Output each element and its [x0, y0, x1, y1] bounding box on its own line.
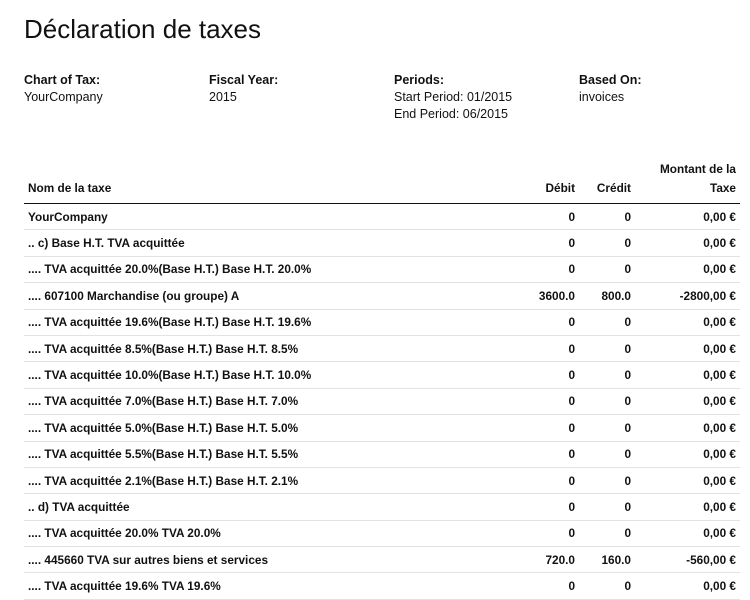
cell-debit: 0 [515, 229, 579, 257]
cell-tax-name: .... TVA acquittée 2.1%(Base H.T.) Base … [24, 467, 515, 495]
cell-tax-name: .... 445660 TVA sur autres biens et serv… [24, 546, 515, 574]
cell-debit: 3600.0 [515, 282, 579, 310]
cell-amount: 0,00 € [635, 256, 740, 284]
meta-value-start-period: Start Period: 01/2015 [394, 90, 513, 104]
cell-credit: 0 [579, 414, 635, 442]
cell-credit: 0 [579, 361, 635, 389]
cell-amount: 0,00 € [635, 493, 740, 521]
meta-chart-of-tax: Chart of Tax: YourCompany [24, 72, 103, 106]
cell-credit: 160.0 [579, 546, 635, 574]
table-row: .... TVA acquittée 19.6%(Base H.T.) Base… [24, 309, 740, 336]
cell-amount: 0,00 € [635, 441, 740, 468]
table-row: .... 607100 Marchandise (ou groupe) A 360… [24, 282, 740, 310]
cell-credit: 0 [579, 335, 635, 363]
cell-amount: -2800,00 € [635, 282, 740, 310]
table-body: YourCompany 0 0 0,00 €.. c) Base H.T. TVA a… [24, 203, 740, 600]
cell-tax-name: .... TVA acquittée 10.0%(Base H.T.) Base… [24, 361, 515, 389]
cell-amount: 0,00 € [635, 309, 740, 336]
table-header-row: Nom de la taxe Débit Crédit Montant de l… [24, 160, 740, 204]
cell-amount: 0,00 € [635, 414, 740, 442]
cell-credit: 0 [579, 572, 635, 600]
meta-label: Periods: [394, 73, 445, 87]
cell-tax-name: .... TVA acquittée 5.5%(Base H.T.) Base … [24, 441, 515, 468]
cell-debit: 0 [515, 388, 579, 416]
table-row: .. c) Base H.T. TVA acquittée 0 0 0,00 € [24, 229, 740, 257]
cell-credit: 0 [579, 441, 635, 468]
cell-debit: 0 [515, 335, 579, 363]
cell-tax-name: .... TVA acquittée 19.6% TVA 19.6% [24, 572, 515, 600]
report-meta: Chart of Tax: YourCompany Fiscal Year: 2… [24, 72, 740, 128]
meta-value: YourCompany [24, 90, 103, 104]
cell-tax-name: .... TVA acquittée 7.0%(Base H.T.) Base … [24, 388, 515, 416]
cell-tax-name: .. d) TVA acquittée [24, 493, 515, 521]
table-row: .... TVA acquittée 10.0%(Base H.T.) Base… [24, 361, 740, 389]
meta-value: 2015 [209, 90, 237, 104]
cell-tax-name: .... TVA acquittée 5.0%(Base H.T.) Base … [24, 414, 515, 442]
meta-value: invoices [579, 90, 625, 104]
cell-credit: 0 [579, 229, 635, 257]
cell-credit: 0 [579, 309, 635, 336]
table-row: .... TVA acquittée 7.0%(Base H.T.) Base … [24, 388, 740, 416]
cell-credit: 0 [579, 467, 635, 495]
column-header-amount-line2: Taxe [709, 181, 736, 195]
cell-credit: 0 [579, 520, 635, 548]
cell-amount: 0,00 € [635, 229, 740, 257]
meta-value-end-period: End Period: 06/2015 [394, 107, 508, 121]
table-row: .... TVA acquittée 19.6% TVA 19.6% 0 0 0,00… [24, 572, 740, 600]
column-header-amount: Montant de la Taxe [635, 160, 740, 204]
cell-amount: 0,00 € [635, 361, 740, 389]
table-row: .... TVA acquittée 20.0%(Base H.T.) Base… [24, 256, 740, 284]
cell-tax-name: .... TVA acquittée 20.0%(Base H.T.) Base… [24, 256, 515, 284]
cell-debit: 0 [515, 441, 579, 468]
cell-amount: 0,00 € [635, 572, 740, 600]
cell-tax-name: YourCompany [24, 203, 515, 231]
tax-table: Nom de la taxe Débit Crédit Montant de l… [24, 160, 740, 600]
column-header-debit: Débit [515, 160, 579, 204]
column-header-name: Nom de la taxe [24, 160, 515, 204]
cell-debit: 0 [515, 572, 579, 600]
table-row: .... TVA acquittée 20.0% TVA 20.0% 0 0 0,00… [24, 520, 740, 548]
meta-label: Chart of Tax: [24, 73, 101, 87]
table-row: .... TVA acquittée 5.5%(Base H.T.) Base … [24, 441, 740, 468]
cell-amount: 0,00 € [635, 467, 740, 495]
cell-debit: 0 [515, 361, 579, 389]
cell-tax-name: .. c) Base H.T. TVA acquittée [24, 229, 515, 257]
table-row: .. d) TVA acquittée 0 0 0,00 € [24, 493, 740, 521]
cell-tax-name: .... 607100 Marchandise (ou groupe) A [24, 282, 515, 310]
cell-credit: 0 [579, 388, 635, 416]
cell-debit: 0 [515, 520, 579, 548]
cell-amount: 0,00 € [635, 520, 740, 548]
cell-credit: 0 [579, 256, 635, 284]
cell-debit: 0 [515, 467, 579, 495]
meta-label: Based On: [579, 73, 642, 87]
cell-amount: 0,00 € [635, 335, 740, 363]
meta-periods: Periods: Start Period: 01/2015 End Perio… [394, 72, 512, 123]
table-row: .... TVA acquittée 2.1%(Base H.T.) Base … [24, 467, 740, 495]
meta-fiscal-year: Fiscal Year: 2015 [209, 72, 278, 106]
cell-debit: 0 [515, 203, 579, 231]
report-title: Déclaration de taxes [24, 14, 262, 44]
cell-debit: 0 [515, 256, 579, 284]
cell-tax-name: .... TVA acquittée 20.0% TVA 20.0% [24, 520, 515, 548]
cell-credit: 0 [579, 493, 635, 521]
cell-debit: 0 [515, 493, 579, 521]
column-header-amount-line1: Montant de la [659, 162, 736, 176]
cell-credit: 800.0 [579, 282, 635, 310]
cell-tax-name: .... TVA acquittée 8.5%(Base H.T.) Base … [24, 335, 515, 363]
table-row: .... TVA acquittée 5.0%(Base H.T.) Base … [24, 414, 740, 442]
cell-debit: 0 [515, 414, 579, 442]
column-header-credit: Crédit [579, 160, 635, 204]
meta-label: Fiscal Year: [209, 73, 279, 87]
cell-amount: -560,00 € [635, 546, 740, 574]
meta-based-on: Based On: invoices [579, 72, 642, 106]
cell-amount: 0,00 € [635, 203, 740, 231]
table-row: YourCompany 0 0 0,00 € [24, 203, 740, 231]
cell-debit: 0 [515, 309, 579, 336]
table-row: .... TVA acquittée 8.5%(Base H.T.) Base … [24, 335, 740, 363]
cell-debit: 720.0 [515, 546, 579, 574]
cell-tax-name: .... TVA acquittée 19.6%(Base H.T.) Base… [24, 309, 515, 336]
cell-amount: 0,00 € [635, 388, 740, 416]
table-row: .... 445660 TVA sur autres biens et serv… [24, 546, 740, 574]
cell-credit: 0 [579, 203, 635, 231]
